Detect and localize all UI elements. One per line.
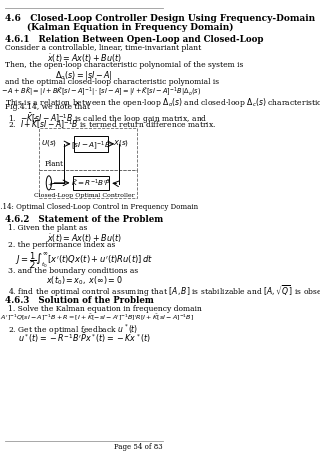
Text: This is a relation between the open-loop $\Delta_o(s)$ and closed-loop $\Delta_c: This is a relation between the open-loop… xyxy=(5,96,320,109)
Text: $B'[-sI-A']^{-1}Q[sI-A]^{-1}B + R = [I+\bar{K}[-sI-A']^{-1}B]'R[I+\bar{K}[sI-A]^: $B'[-sI-A']^{-1}Q[sI-A]^{-1}B + R = [I+\… xyxy=(0,313,194,323)
Text: 4.6   Closed-Loop Controller Design Using Frequency-Domain: 4.6 Closed-Loop Controller Design Using … xyxy=(5,14,316,23)
Circle shape xyxy=(46,176,52,190)
Text: 1. Given the plant as: 1. Given the plant as xyxy=(8,224,88,232)
Text: Then, the open-loop characteristic polynomial of the system is: Then, the open-loop characteristic polyn… xyxy=(5,61,244,69)
Text: Closed-Loop Optimal Controller: Closed-Loop Optimal Controller xyxy=(34,193,134,198)
Text: Fig.4.14, we note that: Fig.4.14, we note that xyxy=(5,103,90,111)
Text: $\dot{x}(t) = Ax(t) + Bu(t)$: $\dot{x}(t) = Ax(t) + Bu(t)$ xyxy=(47,232,122,245)
Text: $\dot{x}(t) = Ax(t) + Bu(t)$: $\dot{x}(t) = Ax(t) + Bu(t)$ xyxy=(47,52,122,65)
Text: 2. Get the optimal feedback $u^*(t)$: 2. Get the optimal feedback $u^*(t)$ xyxy=(8,323,139,337)
Text: $\bar{K} = R^{-1}B'\bar{P}$: $\bar{K} = R^{-1}B'\bar{P}$ xyxy=(71,178,111,189)
Text: Plant: Plant xyxy=(45,160,64,168)
Text: (Kalman Equation in Frequency Domain): (Kalman Equation in Frequency Domain) xyxy=(5,23,234,32)
Text: $x(t_0) = x_0,\; x(\infty) = 0$: $x(t_0) = x_0,\; x(\infty) = 0$ xyxy=(46,275,123,287)
Text: Page 54 of 83: Page 54 of 83 xyxy=(114,443,163,451)
Text: $\Delta_c(s) = |sI - A + B\bar{K}| = |I + B\bar{K}[sI-A]^{-1}|\cdot[sI-A] = |I +: $\Delta_c(s) = |sI - A + B\bar{K}| = |I … xyxy=(0,86,201,99)
Text: 3. and the boundary conditions as: 3. and the boundary conditions as xyxy=(8,267,139,275)
Text: 1. Solve the Kalman equation in frequency domain: 1. Solve the Kalman equation in frequenc… xyxy=(8,305,202,313)
Text: 4. find the optimal control assuming that $[A, B]$ is stabilizable and $[A, \sqr: 4. find the optimal control assuming tha… xyxy=(8,284,320,299)
Text: 2. the performance index as: 2. the performance index as xyxy=(8,241,116,249)
FancyBboxPatch shape xyxy=(73,176,109,190)
Text: $J = \dfrac{1}{2}\int_{t_0}^{\infty}[x'(t)Qx(t) + u'(t)Ru(t)]\,dt$: $J = \dfrac{1}{2}\int_{t_0}^{\infty}[x'(… xyxy=(15,251,153,271)
Text: 2.  $I + \bar{K}[sI-A]^{-1}B$ is termed return difference matrix.: 2. $I + \bar{K}[sI-A]^{-1}B$ is termed r… xyxy=(8,118,217,131)
Text: $+$: $+$ xyxy=(47,180,54,188)
Text: $u^*(t) = -R^{-1}B'\bar{P}x^*(t) = -Kx^*(t)$: $u^*(t) = -R^{-1}B'\bar{P}x^*(t) = -Kx^*… xyxy=(18,331,150,345)
Text: 4.6.1   Relation Between Open-Loop and Closed-Loop: 4.6.1 Relation Between Open-Loop and Clo… xyxy=(5,35,264,44)
Text: $\Delta_o(s) = |sI - A|$: $\Delta_o(s) = |sI - A|$ xyxy=(55,69,113,82)
Text: 1.  $-\bar{K}[sI-A]^{-1}B$ is called the loop gain matrix, and: 1. $-\bar{K}[sI-A]^{-1}B$ is called the … xyxy=(8,111,208,125)
Text: and the optimal closed-loop characteristic polynomial is: and the optimal closed-loop characterist… xyxy=(5,78,220,86)
Text: $U(s)$: $U(s)$ xyxy=(41,138,57,148)
Text: 4.6.2   Statement of the Problem: 4.6.2 Statement of the Problem xyxy=(5,215,164,224)
FancyBboxPatch shape xyxy=(74,136,108,152)
Text: $[sI-A]^{-1}B$: $[sI-A]^{-1}B$ xyxy=(71,139,110,152)
Text: Figure 4.14: Optimal Closed-Loop Control in Frequency Domain: Figure 4.14: Optimal Closed-Loop Control… xyxy=(0,203,198,211)
Text: $X(s)$: $X(s)$ xyxy=(113,138,129,148)
Text: 4.6.3   Solution of the Problem: 4.6.3 Solution of the Problem xyxy=(5,296,154,305)
Text: Consider a controllable, linear, time-invariant plant: Consider a controllable, linear, time-in… xyxy=(5,44,202,52)
Text: $-$: $-$ xyxy=(49,184,57,192)
